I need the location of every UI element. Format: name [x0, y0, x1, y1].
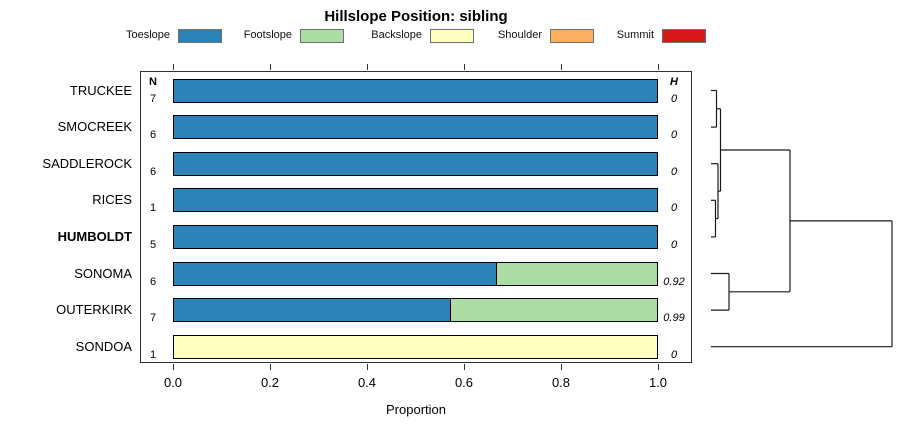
- n-column-header: N: [149, 76, 157, 88]
- x-axis-tick-label: 0.8: [551, 375, 571, 390]
- n-value-rices: 1: [149, 202, 157, 215]
- h-column-header: H: [670, 76, 678, 88]
- bar-segment-toeslope: [174, 116, 657, 139]
- bar-segment-toeslope: [174, 79, 657, 102]
- h-value-sondoa: 0: [670, 348, 678, 361]
- bar-sonoma: [173, 261, 658, 286]
- n-value-sondoa: 1: [149, 348, 157, 361]
- legend-label-footslope: Footslope: [243, 29, 292, 41]
- x-axis-title: Proportion: [386, 402, 446, 417]
- x-axis-tick-label: 0.2: [260, 375, 280, 390]
- h-value-rices: 0: [670, 202, 678, 215]
- row-label-saddlerock: SADDLEROCK: [42, 155, 132, 171]
- legend-label-shoulder: Shoulder: [497, 29, 542, 41]
- h-value-truckee: 0: [670, 92, 678, 105]
- row-label-smocreek: SMOCREEK: [57, 119, 132, 135]
- bar-segment-toeslope: [174, 152, 657, 175]
- legend-label-backslope: Backslope: [371, 29, 422, 41]
- bar-segment-toeslope: [174, 189, 657, 212]
- bar-saddlerock: [173, 151, 658, 176]
- row-label-outerkirk: OUTERKIRK: [56, 302, 132, 318]
- x-axis-tick-label: 0.0: [163, 375, 183, 390]
- h-value-saddlerock: 0: [670, 165, 678, 178]
- x-axis-tick-label: 0.6: [454, 375, 474, 390]
- row-label-sonoma: SONOMA: [74, 265, 132, 281]
- bar-humboldt: [173, 224, 658, 249]
- h-value-outerkirk: 0.99: [663, 312, 685, 325]
- legend-swatch-backslope: [430, 29, 474, 43]
- x-axis-tick-top: [367, 64, 368, 70]
- legend-label-summit: Summit: [616, 29, 654, 41]
- h-value-sonoma: 0.92: [663, 275, 685, 288]
- n-value-saddlerock: 6: [149, 165, 157, 178]
- legend-swatch-shoulder: [550, 29, 594, 43]
- n-value-truckee: 7: [149, 92, 157, 105]
- legend-swatch-footslope: [300, 29, 344, 43]
- row-label-truckee: TRUCKEE: [69, 82, 132, 98]
- x-axis-tick-top: [658, 64, 659, 70]
- x-axis-tick-bottom: [270, 364, 271, 370]
- bar-segment-toeslope: [174, 299, 450, 322]
- x-axis-tick-bottom: [367, 364, 368, 370]
- bar-sondoa: [173, 334, 658, 359]
- bar-rices: [173, 188, 658, 213]
- bar-segment-toeslope: [174, 262, 497, 285]
- n-value-outerkirk: 7: [149, 312, 157, 325]
- h-value-smocreek: 0: [670, 129, 678, 142]
- x-axis-tick-bottom: [561, 364, 562, 370]
- legend-label-toeslope: Toeslope: [125, 29, 170, 41]
- legend-swatch-summit: [662, 29, 706, 43]
- bar-segment-backslope: [174, 335, 657, 358]
- bar-segment-footslope: [496, 262, 657, 285]
- x-axis-tick-bottom: [464, 364, 465, 370]
- x-axis-tick-top: [561, 64, 562, 70]
- bar-segment-toeslope: [174, 225, 657, 248]
- bar-smocreek: [173, 115, 658, 140]
- bar-segment-footslope: [449, 299, 657, 322]
- n-value-humboldt: 5: [149, 238, 157, 251]
- x-axis-tick-bottom: [173, 364, 174, 370]
- chart-title: Hillslope Position: sibling: [324, 8, 508, 25]
- x-axis-tick-top: [270, 64, 271, 70]
- plot-area: [140, 71, 692, 363]
- n-value-sonoma: 6: [149, 275, 157, 288]
- row-label-sondoa: SONDOA: [75, 338, 132, 354]
- bar-truckee: [173, 78, 658, 103]
- bar-outerkirk: [173, 298, 658, 323]
- row-label-humboldt: HUMBOLDT: [57, 228, 132, 244]
- n-value-smocreek: 6: [149, 129, 157, 142]
- x-axis-tick-label: 1.0: [648, 375, 668, 390]
- x-axis-tick-bottom: [658, 364, 659, 370]
- x-axis-tick-top: [173, 64, 174, 70]
- x-axis-tick-label: 0.4: [357, 375, 377, 390]
- h-value-humboldt: 0: [670, 238, 678, 251]
- legend-swatch-toeslope: [178, 29, 222, 43]
- x-axis-tick-top: [464, 64, 465, 70]
- row-label-rices: RICES: [92, 192, 132, 208]
